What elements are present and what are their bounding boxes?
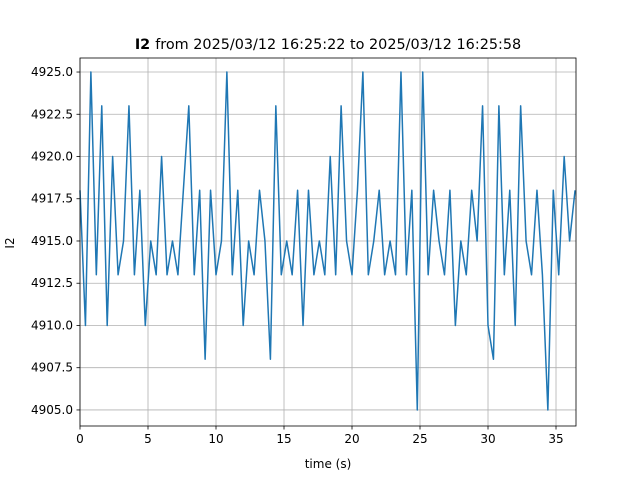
title-bold: I2 — [135, 37, 150, 53]
title-rest: from 2025/03/12 16:25:22 to 2025/03/12 1… — [155, 37, 521, 53]
y-tick-label: 4910.0 — [31, 318, 73, 332]
x-tick-label: 10 — [208, 432, 223, 446]
x-tick-label: 35 — [548, 432, 563, 446]
x-tick-label: 5 — [144, 432, 152, 446]
x-tick-label: 30 — [480, 432, 495, 446]
y-tick-label: 4922.5 — [31, 107, 73, 121]
y-tick-label: 4920.0 — [31, 150, 73, 164]
plot-frame — [79, 57, 577, 427]
x-tick-label: 15 — [276, 432, 291, 446]
y-tick-label: 4915.0 — [31, 234, 73, 248]
x-tick-label: 0 — [76, 432, 84, 446]
x-tick-label: 20 — [344, 432, 359, 446]
chart-title: I2 from 2025/03/12 16:25:22 to 2025/03/12… — [135, 37, 521, 53]
y-tick-label: 4917.5 — [31, 192, 73, 206]
y-tick-label: 4905.0 — [31, 403, 73, 417]
y-axis-label: I2 — [3, 237, 17, 248]
x-axis-label: time (s) — [305, 457, 352, 471]
y-tick-label: 4912.5 — [31, 276, 73, 290]
y-tick-label: 4925.0 — [31, 65, 73, 79]
y-tick-label: 4907.5 — [31, 361, 73, 375]
x-tick-label: 25 — [412, 432, 427, 446]
data-line — [79, 71, 576, 411]
